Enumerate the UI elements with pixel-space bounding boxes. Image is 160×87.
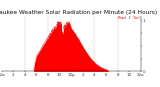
Text: Rad  1  Sol: Rad 1 Sol [118,16,139,20]
Title: Milwaukee Weather Solar Radiation per Minute (24 Hours): Milwaukee Weather Solar Radiation per Mi… [0,10,157,15]
